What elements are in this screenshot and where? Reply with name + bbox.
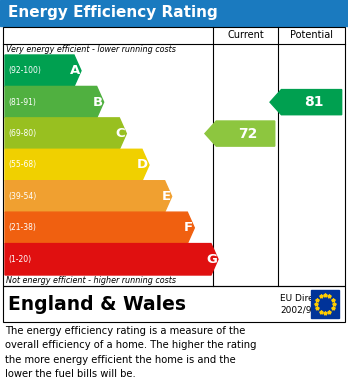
Text: 81: 81 — [304, 95, 324, 109]
Text: The energy efficiency rating is a measure of the
overall efficiency of a home. T: The energy efficiency rating is a measur… — [5, 326, 256, 379]
Polygon shape — [5, 181, 172, 212]
Polygon shape — [5, 55, 81, 86]
Polygon shape — [5, 149, 149, 181]
Text: Energy Efficiency Rating: Energy Efficiency Rating — [8, 5, 218, 20]
Bar — [0, 0, 348, 26]
Text: Potential: Potential — [290, 30, 333, 41]
Text: (1-20): (1-20) — [8, 255, 31, 264]
Text: C: C — [116, 127, 125, 140]
Text: (81-91): (81-91) — [8, 98, 36, 107]
Text: 72: 72 — [238, 127, 258, 141]
Text: (39-54): (39-54) — [8, 192, 36, 201]
Polygon shape — [270, 90, 342, 115]
Text: B: B — [93, 96, 103, 109]
Text: Not energy efficient - higher running costs: Not energy efficient - higher running co… — [6, 276, 176, 285]
Bar — [3, 27, 345, 286]
Text: F: F — [184, 221, 193, 234]
Polygon shape — [5, 244, 218, 275]
Polygon shape — [205, 121, 275, 146]
Text: EU Directive
2002/91/EC: EU Directive 2002/91/EC — [280, 294, 336, 314]
Text: A: A — [70, 64, 80, 77]
Bar — [311, 290, 339, 318]
Text: G: G — [206, 253, 217, 266]
Text: England & Wales: England & Wales — [8, 294, 186, 314]
Polygon shape — [5, 212, 194, 244]
Polygon shape — [5, 118, 126, 149]
Text: (92-100): (92-100) — [8, 66, 41, 75]
Text: (69-80): (69-80) — [8, 129, 36, 138]
Text: Very energy efficient - lower running costs: Very energy efficient - lower running co… — [6, 45, 176, 54]
Polygon shape — [5, 86, 104, 118]
Text: D: D — [137, 158, 148, 172]
Bar — [3, 286, 345, 322]
Text: E: E — [161, 190, 171, 203]
Text: Current: Current — [227, 30, 264, 41]
Text: (55-68): (55-68) — [8, 160, 36, 170]
Text: (21-38): (21-38) — [8, 223, 36, 232]
